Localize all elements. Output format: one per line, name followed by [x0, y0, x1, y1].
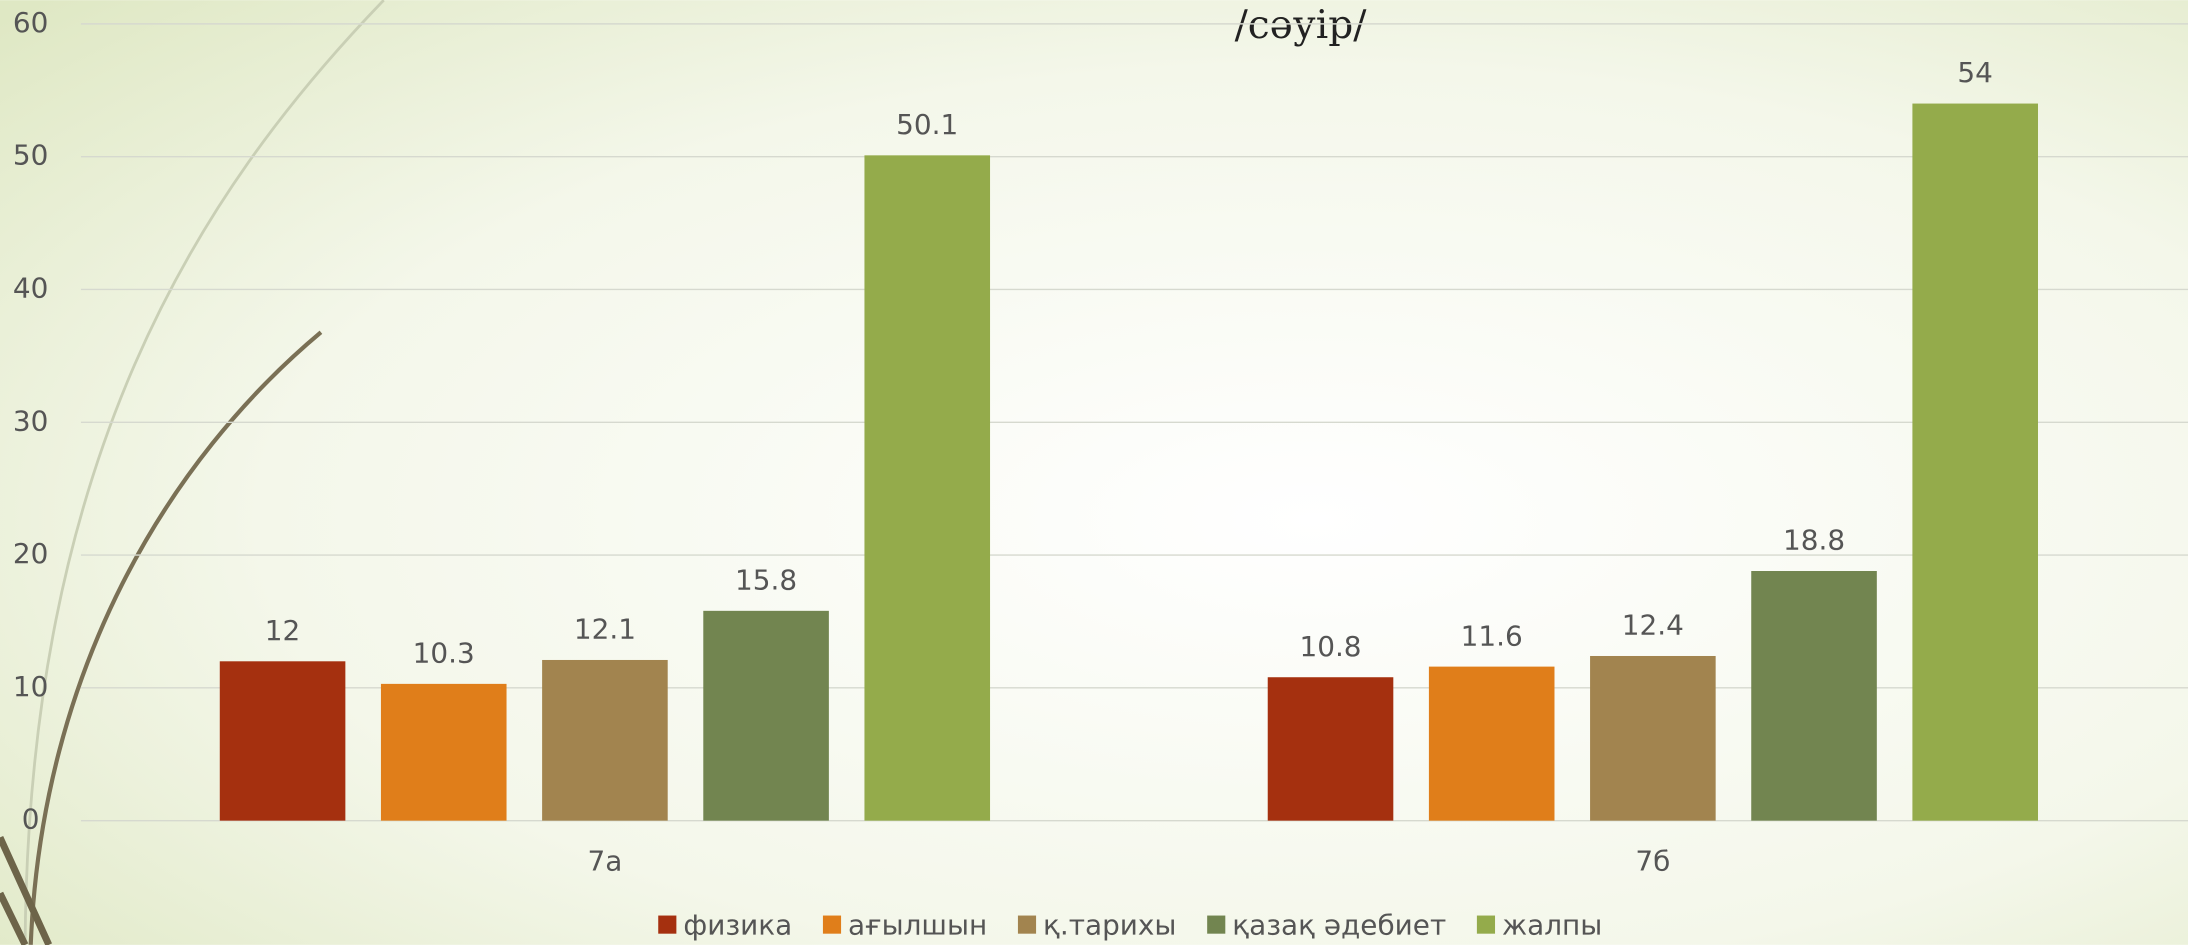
legend-swatch — [1017, 915, 1037, 934]
chart-title: /сәуір/ — [1235, 3, 1368, 48]
y-tick-label: 0 — [22, 803, 40, 836]
value-label: 11.6 — [1461, 619, 1523, 652]
value-label: 15.8 — [735, 564, 797, 597]
legend-swatch — [1476, 915, 1496, 934]
decor-curve — [23, 0, 385, 945]
value-label: 54 — [1957, 56, 1993, 89]
y-tick-label: 20 — [13, 537, 48, 570]
y-tick-label: 10 — [13, 670, 48, 703]
bar — [542, 659, 668, 821]
x-tick-label: 7а — [587, 845, 622, 878]
legend-label: қ.тарихы — [1043, 909, 1176, 942]
y-tick-label: 50 — [13, 139, 48, 172]
y-tick-label: 60 — [13, 6, 48, 39]
decor-curve — [0, 835, 53, 945]
bar — [864, 155, 991, 821]
bar — [1912, 103, 2038, 821]
value-label: 18.8 — [1783, 524, 1845, 557]
legend-label: физика — [683, 909, 792, 942]
bar — [219, 661, 346, 821]
y-tick-label: 30 — [13, 404, 48, 437]
value-label: 12 — [265, 614, 301, 647]
legend-label: жалпы — [1502, 909, 1602, 942]
x-tick-label: 7б — [1635, 845, 1670, 878]
value-label: 10.8 — [1299, 630, 1361, 663]
value-label: 50.1 — [896, 108, 958, 141]
bar — [1590, 655, 1716, 821]
legend-swatch — [822, 915, 842, 934]
bar — [703, 610, 829, 821]
legend-swatch — [658, 915, 677, 934]
value-label: 12.4 — [1622, 609, 1684, 642]
legend-label: ағылшын — [848, 909, 987, 942]
value-label: 12.1 — [574, 613, 636, 646]
value-label: 10.3 — [413, 637, 475, 670]
bar — [1751, 570, 1877, 821]
bar — [380, 683, 507, 821]
decor-curve — [28, 330, 323, 945]
legend-label: қазақ әдебиет — [1232, 909, 1446, 942]
legend-swatch — [1207, 915, 1226, 934]
bar — [1428, 666, 1555, 821]
bar — [1267, 677, 1394, 821]
y-tick-label: 40 — [13, 271, 48, 304]
